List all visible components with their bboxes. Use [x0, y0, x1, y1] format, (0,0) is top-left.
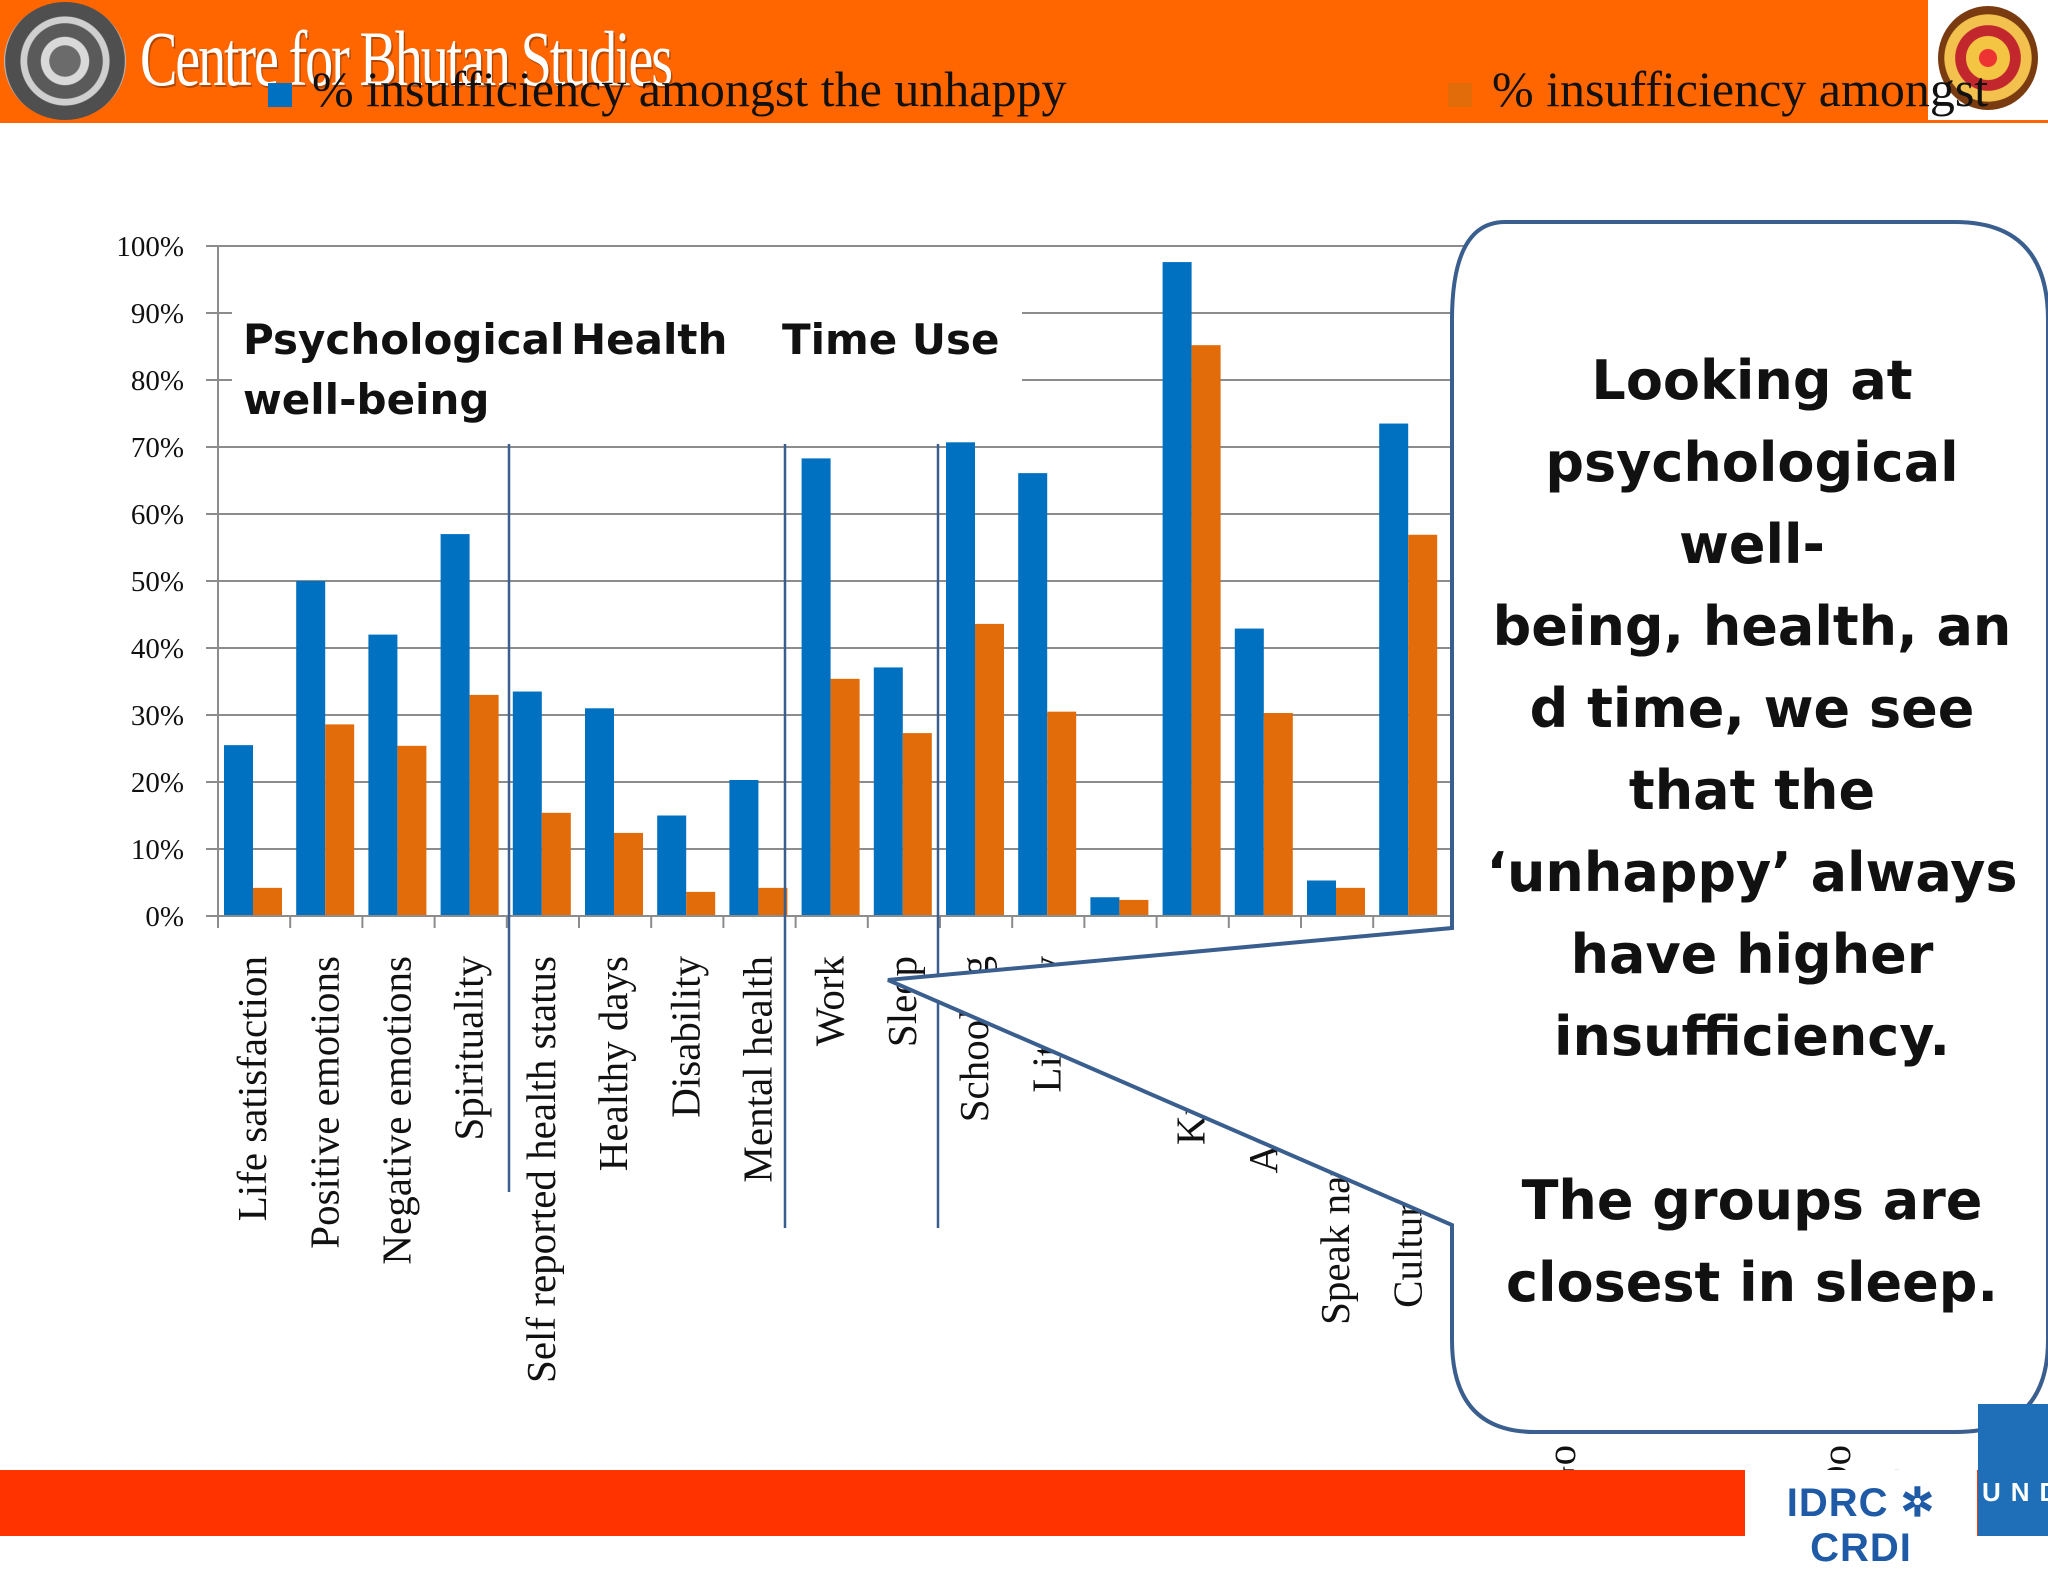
bar-unhappy — [1307, 880, 1336, 916]
group-label-psychological: Psychological well-being — [243, 315, 565, 424]
bar-unhappy — [1162, 262, 1192, 917]
callout-text: Looking at psychological well- being, he… — [1486, 349, 2018, 1314]
bar-other — [758, 887, 788, 916]
bar-unhappy — [1090, 897, 1120, 916]
bar-other — [469, 694, 499, 916]
legend-label-other: % insufficiency amongst — [1492, 61, 1989, 117]
header-bar — [0, 0, 2048, 123]
y-tick-label: 90% — [131, 298, 184, 330]
legend-item-other: % insufficiency amongst — [1448, 60, 1988, 118]
idrc-logo-text: IDRC ✲ CRDI — [1786, 1481, 1936, 1570]
bar-other — [397, 745, 427, 916]
bar-unhappy — [585, 708, 614, 916]
royal-emblem-icon — [1928, 0, 2048, 120]
y-tick-label: 100% — [116, 231, 184, 263]
bar-other — [830, 678, 860, 916]
x-category-label: Literacy — [1023, 956, 1069, 1093]
bar-unhappy — [657, 815, 687, 916]
bar-unhappy — [729, 779, 759, 916]
x-category-label: Speak native language — [1312, 956, 1358, 1325]
bar-unhappy — [946, 442, 975, 916]
y-tick-label: 30% — [131, 700, 184, 732]
bar-other — [253, 887, 282, 916]
y-tick-label: 20% — [131, 767, 184, 799]
bar-other — [902, 733, 932, 916]
bar-other — [1047, 711, 1077, 916]
bar-unhappy — [1018, 473, 1048, 916]
cbs-wheel-logo — [4, 2, 126, 120]
bar-other — [1263, 712, 1293, 916]
x-category-label: Work — [807, 956, 853, 1047]
y-tick-label: 80% — [131, 365, 184, 397]
bar-other — [325, 724, 355, 916]
undp-logo-text: UNDP — [1982, 1477, 2048, 1507]
legend-swatch-blue — [268, 82, 292, 107]
x-category-label: Knowledge — [1168, 956, 1214, 1145]
bar-other — [1119, 899, 1149, 916]
bar-other — [1336, 887, 1365, 916]
y-tick-label: 40% — [131, 633, 184, 665]
bar-unhappy — [873, 667, 903, 916]
bar-unhappy — [368, 634, 398, 916]
x-category-label: Positive emotions — [301, 956, 347, 1249]
bar-unhappy — [512, 691, 542, 916]
x-category-label: Cultural participation — [1384, 956, 1430, 1308]
page-title: Centre for Bhutan Studies — [140, 15, 673, 102]
bar-unhappy — [801, 458, 831, 916]
idrc-logo — [1745, 1470, 1977, 1536]
x-category-label: Artisan skills — [1240, 956, 1286, 1174]
legend-swatch-orange — [1448, 82, 1472, 107]
bar-unhappy — [1379, 423, 1409, 916]
group-label-time-use: Time Use — [782, 315, 1000, 364]
x-category-label: Disability — [662, 956, 708, 1118]
y-tick-label: 70% — [131, 432, 184, 464]
footer-bar — [0, 1470, 2048, 1536]
y-tick-label: 0% — [145, 901, 184, 933]
bar-other — [975, 623, 1004, 916]
x-category-label: Life satisfaction — [229, 956, 275, 1221]
bar-unhappy — [296, 581, 326, 916]
bar-other — [1191, 345, 1221, 916]
legend-label-unhappy: % insufficiency amongst the unhappy — [312, 61, 1067, 117]
group-label-health: Health — [571, 315, 728, 364]
y-tick-label: 50% — [131, 566, 184, 598]
bar-other — [1408, 534, 1438, 916]
x-category-label: Schooling — [951, 956, 997, 1122]
legend-item-unhappy: % insufficiency amongst the unhappy — [268, 60, 1066, 118]
bar-unhappy — [1234, 628, 1264, 916]
y-tick-label: 60% — [131, 499, 184, 531]
y-tick-label: 10% — [131, 834, 184, 866]
x-category-label: Spirituality — [446, 956, 492, 1141]
x-category-label: Self reported health status — [518, 956, 564, 1383]
bar-other — [541, 812, 571, 916]
bar-unhappy — [224, 745, 253, 916]
bar-unhappy — [440, 534, 470, 916]
undp-logo — [1978, 1404, 2048, 1536]
bar-other — [614, 832, 643, 916]
x-category-label: Mental health — [735, 956, 781, 1183]
x-category-label: Sleep — [879, 956, 925, 1047]
x-category-label: Healthy days — [590, 956, 636, 1171]
bar-other — [686, 891, 716, 916]
x-category-label: Negative emotions — [374, 956, 420, 1265]
